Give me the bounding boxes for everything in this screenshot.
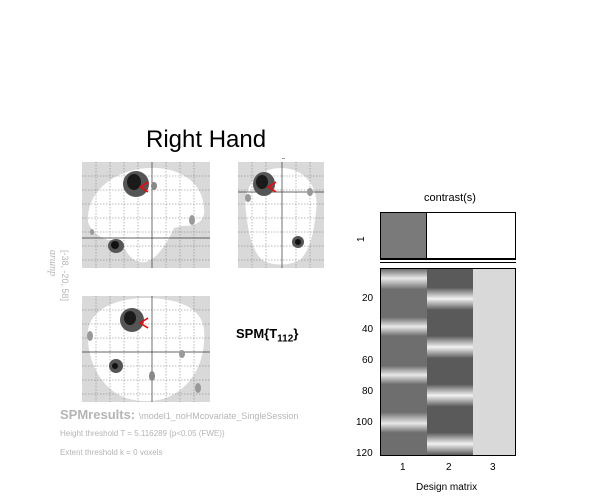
cursor-marker: [138, 317, 149, 329]
side-label-name: ɑrɯnp: [47, 250, 58, 276]
activation-blob: [124, 311, 136, 325]
contrast-axis-tick: 1: [356, 236, 367, 242]
contrast-bar: [381, 213, 427, 259]
side-label: ɑrɯnp [-38, -20, 58]: [47, 250, 70, 301]
activation-blob: [87, 331, 93, 341]
dm-column-3: [473, 269, 515, 455]
dm-ytick: 60: [362, 355, 374, 366]
activation-blob: [195, 383, 201, 393]
glass-brain-coronal[interactable]: [238, 162, 324, 268]
grid-lines: [82, 296, 210, 402]
contrast-gap-line: [380, 262, 516, 263]
cursor-marker: [138, 181, 149, 193]
activation-blob: [179, 350, 185, 358]
statistic-close: }: [293, 326, 299, 341]
dm-column-1: [381, 269, 427, 455]
dm-ytick: 40: [362, 324, 374, 335]
glass-brain-sagittal[interactable]: [82, 162, 210, 268]
activation-blob: [295, 239, 301, 245]
grid-lines: [238, 162, 324, 268]
dm-xtick: 2: [446, 462, 452, 473]
results-title: SPMresults: \model1_noHMcovariate_Single…: [60, 407, 298, 422]
activation-blob: [256, 175, 268, 189]
activation-blob: [189, 215, 195, 225]
dm-xtick: 1: [400, 462, 406, 473]
dm-ytick: 20: [362, 293, 374, 304]
dm-ytick: 100: [356, 417, 373, 428]
dm-column-2: [427, 269, 473, 455]
title-tick: [282, 158, 285, 159]
activation-blob: [127, 174, 141, 190]
spm-statistic: SPM{T112}: [236, 326, 298, 345]
activation-blob: [307, 188, 313, 196]
height-threshold: Height threshold T = 5.116289 {p<0.05 (F…: [60, 429, 225, 438]
activation-blob: [90, 229, 94, 235]
design-matrix[interactable]: [380, 268, 516, 456]
results-label: SPMresults:: [60, 407, 136, 422]
side-label-coordinates: [-38, -20, 58]: [60, 250, 70, 301]
brain-outline: [87, 167, 205, 263]
dm-xtick: 3: [490, 462, 496, 473]
statistic-base: SPM{T: [236, 326, 278, 341]
extent-threshold: Extent threshold k = 0 voxels: [60, 448, 163, 457]
contrast-panel: [380, 212, 516, 260]
dm-ytick: 80: [362, 386, 374, 397]
glass-brain-axial[interactable]: [82, 296, 210, 402]
activation-blob: [245, 194, 251, 202]
statistic-df: 112: [277, 333, 294, 345]
figure-title: Right Hand: [146, 126, 267, 153]
contrast-baseline: [381, 258, 515, 259]
cursor-marker: [266, 181, 277, 193]
dm-ytick: 120: [356, 448, 373, 459]
activation-blob: [112, 363, 118, 369]
contrast-label: contrast(s): [424, 192, 476, 204]
activation-blob: [151, 182, 157, 190]
results-model: \model1_noHMcovariate_SingleSession: [138, 411, 299, 421]
activation-blob: [111, 241, 119, 249]
activation-blob: [149, 371, 155, 381]
design-matrix-label: Design matrix: [416, 482, 478, 493]
